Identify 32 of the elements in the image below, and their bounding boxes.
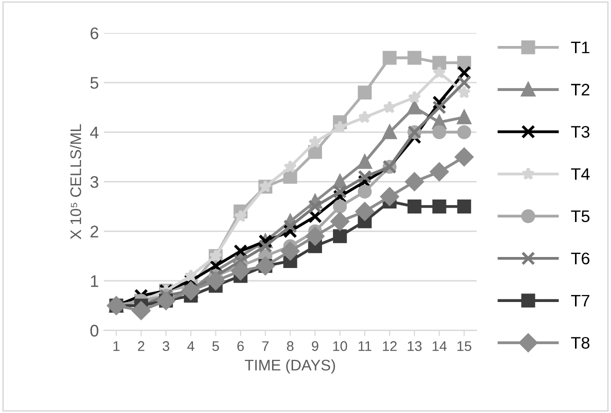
x-tick-label: 5 [212,341,219,352]
x-tick-label: 6 [237,341,244,352]
x-tick-label: 10 [333,341,348,352]
legend-label: T1 [571,42,590,54]
y-tick-label: 6 [90,27,98,40]
x-tick-label: 1 [113,341,120,351]
y-tick-label: 5 [90,77,98,89]
legend-label: T4 [571,168,590,180]
legend-label: T5 [571,210,590,222]
x-tick-label: 9 [312,341,318,352]
x-tick-label: 2 [138,341,144,351]
y-tick-label: 2 [90,226,98,238]
x-tick-label: 15 [457,341,472,352]
x-tick-label: 12 [382,341,397,351]
x-tick-label: 4 [187,341,194,351]
x-tick-label: 8 [286,341,294,352]
x-tick-label: 11 [358,341,372,351]
y-tick-label: 0 [90,324,98,337]
y-tick-label: 1 [91,275,98,287]
y-tick-label: 3 [90,176,98,188]
legend-label: T7 [571,294,590,306]
legend-label: T8 [571,336,590,349]
legend-label: T6 [571,252,590,264]
legend-label: T2 [571,84,590,96]
x-tick-label: 7 [262,341,269,351]
x-axis-title: TIME (DAYS) [244,359,335,374]
y-tick-label: 4 [90,126,99,138]
x-tick-label: 14 [432,341,447,351]
x-tick-label: 3 [162,341,170,352]
x-tick-label: 13 [408,341,422,352]
y-axis-title: X 10⁵ CELLS/ML [70,124,82,240]
legend-label: T3 [571,126,590,138]
